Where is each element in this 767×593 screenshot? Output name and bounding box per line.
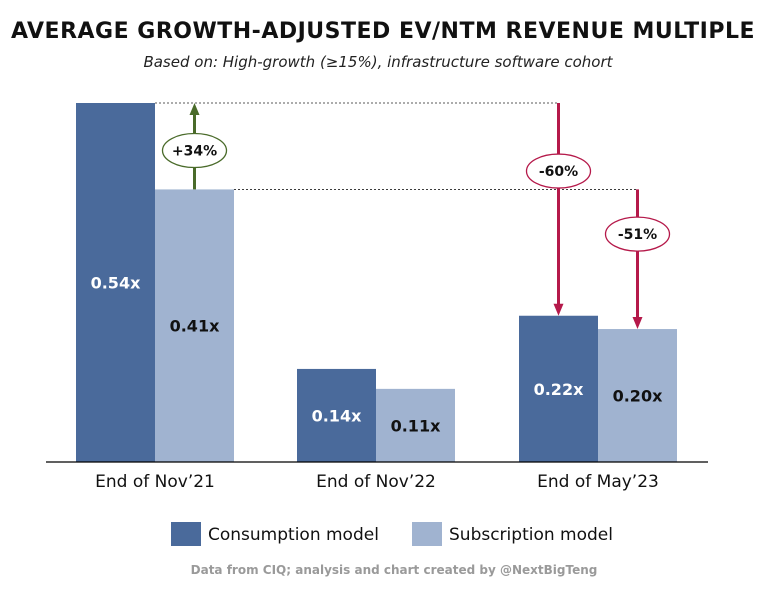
annotation-arrowhead xyxy=(632,317,643,330)
annotation-decrease-ellipse xyxy=(525,153,592,189)
annotation-increase-text: +34% xyxy=(172,144,217,160)
bar-subscription-2 xyxy=(598,329,677,462)
annotation-decrease-text: -51% xyxy=(618,227,657,243)
chart-title: AVERAGE GROWTH-ADJUSTED EV/NTM REVENUE M… xyxy=(11,19,755,44)
bar-consumption-0 xyxy=(76,103,155,462)
plot-area: 0.54x 0.14x 0.22x 0.41x 0.11x 0.20x End of Nov… xyxy=(46,102,708,492)
x-tick-label: End of Nov’22 xyxy=(316,472,436,492)
bar-value-label: 0.54x xyxy=(91,274,141,293)
legend: Consumption model Subscription model xyxy=(171,522,613,546)
bar-value-label: 0.14x xyxy=(312,406,362,425)
annotation-increase-ellipse xyxy=(161,132,228,169)
bar-consumption-2 xyxy=(519,315,598,462)
legend-item-consumption: Consumption model xyxy=(171,522,379,546)
annotation-arrowhead xyxy=(189,103,200,115)
x-tick-label: End of Nov’21 xyxy=(95,472,215,492)
annotation-decrease-text: -60% xyxy=(539,164,578,180)
x-tick-label: End of May’23 xyxy=(537,472,659,492)
annotation-arrowhead xyxy=(553,303,564,316)
bar-value-label: 0.22x xyxy=(534,380,584,399)
bar-value-label: 0.11x xyxy=(391,416,441,435)
bar-consumption-1 xyxy=(297,368,376,462)
annotation-decrease-ellipse xyxy=(604,216,671,252)
bar-subscription-0 xyxy=(155,189,234,463)
bar-value-label: 0.41x xyxy=(170,317,220,336)
bar-value-label: 0.20x xyxy=(613,387,663,406)
source-note: Data from CIQ; analysis and chart create… xyxy=(191,563,598,577)
bar-subscription-1 xyxy=(376,388,455,462)
chart-subtitle: Based on: High-growth (≥15%), infrastruc… xyxy=(143,53,613,71)
legend-label: Subscription model xyxy=(449,525,613,545)
legend-swatch xyxy=(171,522,201,546)
legend-item-subscription: Subscription model xyxy=(412,522,613,546)
legend-label: Consumption model xyxy=(208,525,379,545)
legend-swatch xyxy=(412,522,442,546)
